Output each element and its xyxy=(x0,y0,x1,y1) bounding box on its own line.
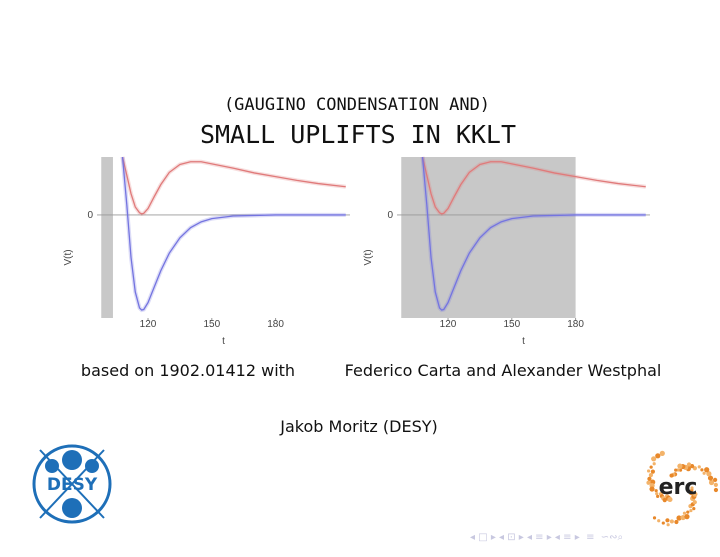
series-line xyxy=(421,156,646,311)
y-axis-label: V(t) xyxy=(363,249,374,265)
x-tick-label: 150 xyxy=(203,319,220,330)
series-line xyxy=(421,156,646,215)
beamer-nav: ◂ □ ▸ ◂ ⊡ ▸ ◂ ≡ ▸ ◂ ≡ ▸ ≡ ∽∾⌕ xyxy=(470,532,623,543)
author: Jakob Moritz (DESY) xyxy=(279,417,437,436)
logo-text: erc xyxy=(659,475,698,500)
x-tick-label: 120 xyxy=(440,319,457,330)
chart: 0 120 150 180 t V(t) xyxy=(363,156,650,347)
x-tick-label: 180 xyxy=(267,319,284,330)
coauthors: Federico Carta and Alexander Westphal xyxy=(345,361,662,380)
subtitle: (GAUGINO CONDENSATION AND) xyxy=(224,95,490,115)
x-tick-label: 150 xyxy=(503,319,520,330)
based-on: based on 1902.01412 with xyxy=(81,361,295,380)
shaded-region xyxy=(401,157,576,318)
x-tick-label: 180 xyxy=(567,319,584,330)
halo xyxy=(120,156,346,216)
shaded-region xyxy=(101,157,113,318)
series-line xyxy=(121,156,346,311)
title: SMALL UPLIFTS IN KKLT xyxy=(200,120,516,149)
x-tick-label: 120 xyxy=(140,319,157,330)
svg-text:◂ □ ▸ ◂ ⊡ ▸ ◂ ≡ ▸ ◂ ≡ ▸ ≡ ∽∾: ◂ □ ▸ ◂ ⊡ ▸ ◂ ≡ ▸ ◂ ≡ ▸ ≡ ∽∾⌕ xyxy=(470,532,623,543)
series-line xyxy=(121,156,346,215)
erc-logo: erc xyxy=(646,450,719,527)
x-axis-label: t xyxy=(522,336,525,347)
chart: 0 120 150 180 t V(t) xyxy=(63,156,350,347)
halo xyxy=(120,156,346,313)
y-tick-label: 0 xyxy=(87,210,93,221)
y-axis-label: V(t) xyxy=(63,249,74,265)
x-axis-label: t xyxy=(222,336,225,347)
desy-logo: DESY xyxy=(32,444,112,524)
y-tick-label: 0 xyxy=(387,210,393,221)
logo-text: DESY xyxy=(47,475,98,495)
